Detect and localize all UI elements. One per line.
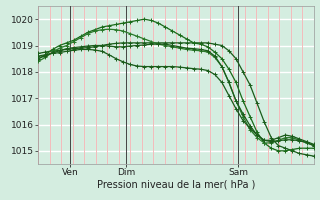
X-axis label: Pression niveau de la mer( hPa ): Pression niveau de la mer( hPa ) xyxy=(97,180,255,190)
